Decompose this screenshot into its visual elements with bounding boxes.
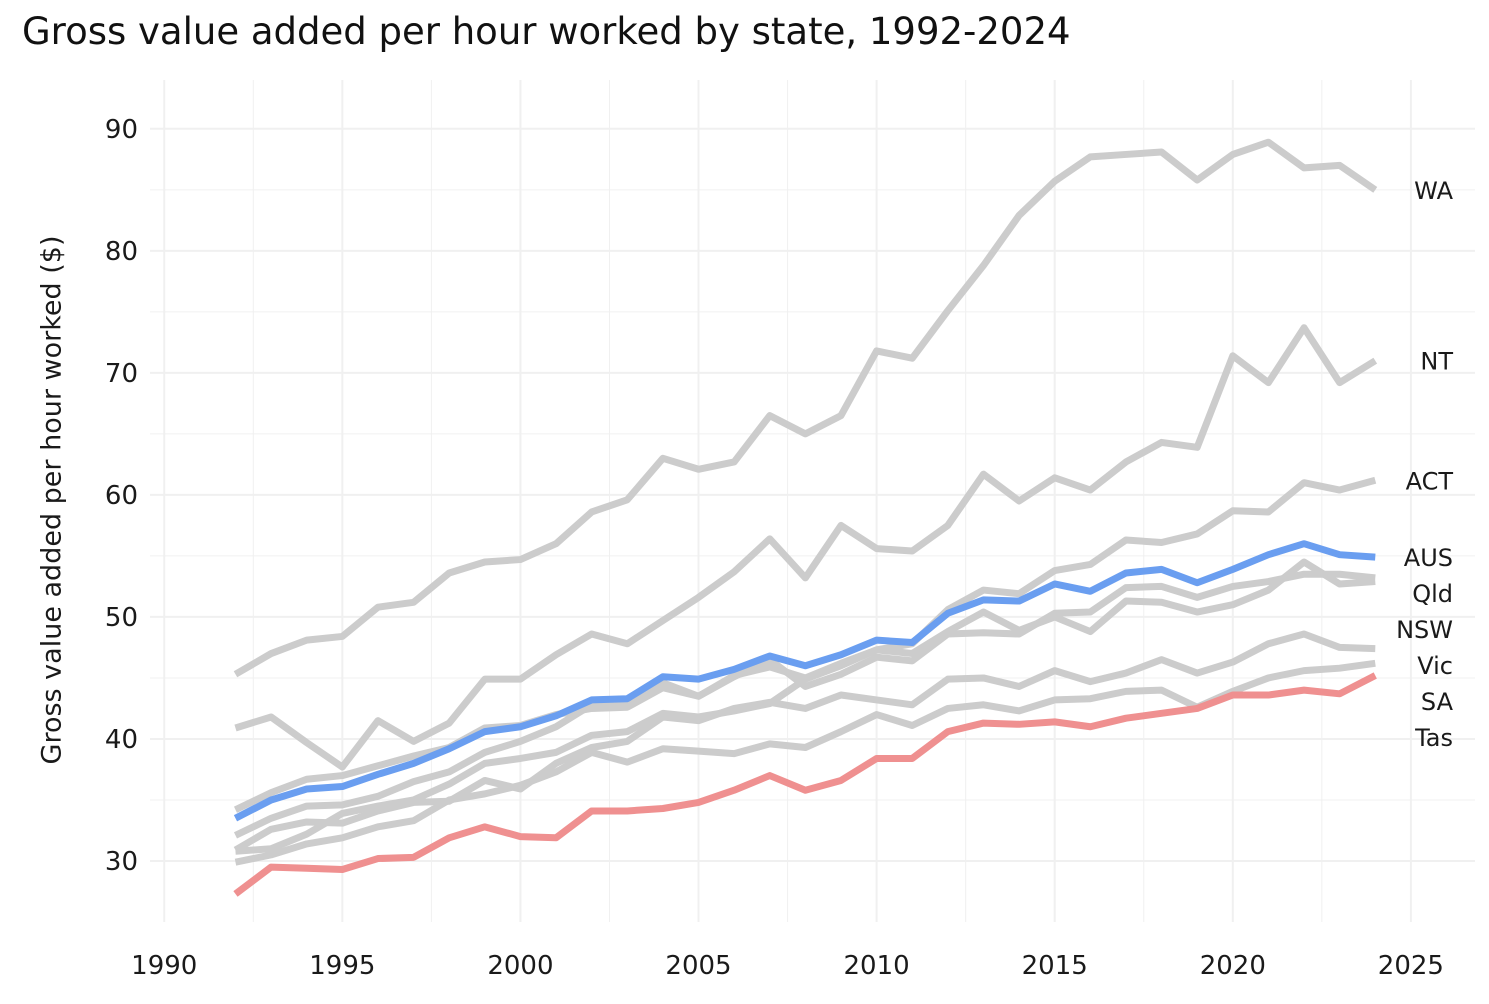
y-tick-label: 30 — [105, 847, 138, 877]
series-line-qld — [233, 570, 1376, 813]
x-tick-label: 2020 — [1200, 951, 1266, 981]
y-tick-label: 70 — [105, 359, 138, 389]
series-line-tas — [233, 672, 1377, 897]
x-tick-label: 2025 — [1378, 951, 1444, 981]
x-tick-label: 1990 — [131, 951, 197, 981]
series-labels: WA NT ACT AUS Qld NSW Vic SA Tas — [1396, 177, 1453, 752]
axis-ticks: 1990 1995 2000 2005 2010 2015 2020 2025 30 40 50 60… — [105, 115, 1444, 981]
y-tick-label: 40 — [105, 725, 138, 755]
series-line-sa — [234, 659, 1376, 866]
x-tick-label: 2000 — [487, 951, 553, 981]
series-label-nt: NT — [1420, 348, 1453, 376]
series-label-sa: SA — [1421, 688, 1454, 716]
series-lines — [233, 138, 1378, 897]
series-label-act: ACT — [1406, 467, 1454, 495]
series-label-aus: AUS — [1404, 544, 1453, 572]
x-tick-label: 1995 — [309, 951, 375, 981]
y-tick-label: 50 — [105, 603, 138, 633]
series-label-tas: Tas — [1414, 724, 1453, 752]
x-tick-label: 2015 — [1022, 951, 1088, 981]
x-tick-label: 2010 — [844, 951, 910, 981]
chart-title: Gross value added per hour worked by sta… — [22, 10, 1071, 53]
series-label-qld: Qld — [1412, 580, 1453, 608]
series-line-nsw — [233, 558, 1376, 839]
y-tick-label: 80 — [105, 237, 138, 267]
series-line-vic — [233, 630, 1376, 854]
series-line-aus — [233, 540, 1376, 822]
series-line-nt — [234, 324, 1378, 771]
series-label-vic: Vic — [1417, 652, 1453, 680]
series-label-wa: WA — [1414, 177, 1453, 205]
series-label-nsw: NSW — [1396, 616, 1453, 644]
y-tick-label: 90 — [105, 115, 138, 145]
series-line-wa — [233, 138, 1378, 678]
grid-lines — [150, 80, 1475, 922]
y-tick-label: 60 — [105, 481, 138, 511]
x-tick-label: 2005 — [665, 951, 731, 981]
